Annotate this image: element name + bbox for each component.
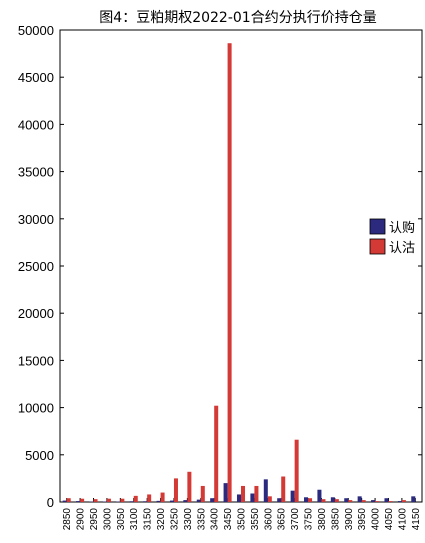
bar-call [331, 497, 335, 502]
x-tick-label: 3150 [143, 508, 154, 531]
bar-put [107, 499, 111, 502]
bar-call [317, 490, 321, 502]
x-tick-label: 2900 [76, 508, 87, 531]
y-tick-label: 40000 [18, 117, 54, 132]
bar-call [224, 483, 228, 502]
bar-call [398, 501, 402, 502]
x-tick-label: 4150 [411, 508, 422, 531]
x-tick-label: 3550 [250, 508, 261, 531]
chart-title: 图4：豆粕期权2022-01合约分执行价持仓量 [99, 10, 376, 26]
y-tick-label: 20000 [18, 306, 54, 321]
bar-put [174, 478, 178, 502]
bar-call [304, 497, 308, 502]
bar-put [321, 499, 325, 502]
bar-put [402, 500, 406, 502]
bar-put [348, 500, 352, 502]
bar-put [120, 499, 124, 502]
bar-call [277, 498, 281, 502]
bar-call [411, 496, 415, 502]
x-tick-label: 3050 [116, 508, 127, 531]
x-tick-label: 2950 [89, 508, 100, 531]
bar-put [268, 496, 272, 502]
bar-call [264, 479, 268, 502]
x-tick-label: 2850 [62, 508, 73, 531]
x-tick-label: 3400 [210, 508, 221, 531]
bar-call [197, 500, 201, 502]
bar-put [335, 499, 339, 502]
y-tick-label: 0 [47, 495, 54, 510]
y-tick-label: 50000 [18, 23, 54, 38]
legend-label-put: 认沽 [389, 241, 415, 256]
bar-call [157, 501, 161, 502]
x-tick-label: 3450 [223, 508, 234, 531]
x-tick-label: 3650 [277, 508, 288, 531]
bar-put [375, 501, 379, 502]
x-tick-label: 3850 [330, 508, 341, 531]
bar-call [130, 501, 134, 502]
x-tick-label: 4050 [384, 508, 395, 531]
bar-put [254, 486, 258, 502]
bar-put [362, 500, 366, 502]
bar-put [308, 498, 312, 502]
bar-call [76, 501, 80, 502]
x-tick-label: 3000 [102, 508, 113, 531]
x-tick-label: 3500 [237, 508, 248, 531]
x-tick-label: 3750 [304, 508, 315, 531]
bar-call [358, 496, 362, 502]
x-tick-label: 3300 [183, 508, 194, 531]
bar-put [228, 43, 232, 502]
x-tick-label: 3900 [344, 508, 355, 531]
bar-put [67, 498, 71, 502]
bar-put [80, 499, 84, 502]
bar-call [143, 501, 147, 502]
x-tick-label: 4100 [397, 508, 408, 531]
y-tick-label: 5000 [25, 448, 54, 463]
bar-call [210, 498, 214, 502]
x-tick-label: 3200 [156, 508, 167, 531]
bar-put [281, 477, 285, 502]
legend-swatch-put [370, 239, 385, 254]
legend-swatch-call [370, 219, 385, 234]
x-tick-label: 3350 [196, 508, 207, 531]
bar-call [237, 494, 241, 502]
bar-put [295, 440, 299, 502]
bar-put [94, 499, 98, 502]
bar-put [388, 501, 392, 502]
y-tick-label: 15000 [18, 353, 54, 368]
bar-call [250, 494, 254, 503]
x-tick-label: 3100 [129, 508, 140, 531]
x-tick-label: 3800 [317, 508, 328, 531]
y-tick-label: 10000 [18, 401, 54, 416]
y-tick-label: 35000 [18, 165, 54, 180]
x-tick-label: 3250 [169, 508, 180, 531]
bar-call [344, 498, 348, 502]
x-tick-label: 3600 [263, 508, 274, 531]
bar-put [161, 493, 165, 502]
bar-put [134, 496, 138, 502]
bar-put [187, 472, 191, 502]
y-tick-label: 30000 [18, 212, 54, 227]
bar-put [214, 406, 218, 502]
bar-put [201, 486, 205, 502]
bar-put [147, 494, 151, 502]
bar-call [384, 498, 388, 502]
bar-call [291, 491, 295, 502]
x-tick-label: 4000 [371, 508, 382, 531]
bar-call [63, 501, 67, 502]
y-tick-label: 25000 [18, 259, 54, 274]
plot-area: 0 5000 10000 15000 20000 25000 30000 35000 40000… [18, 23, 422, 530]
x-tick-label: 3950 [357, 508, 368, 531]
x-tick-label: 3700 [290, 508, 301, 531]
bar-call [183, 500, 187, 502]
bar-put [241, 486, 245, 502]
bar-call [371, 500, 375, 502]
bar-call [170, 501, 174, 502]
axes-frame [60, 30, 422, 502]
y-tick-label: 45000 [18, 70, 54, 85]
legend-label-call: 认购 [389, 220, 415, 236]
